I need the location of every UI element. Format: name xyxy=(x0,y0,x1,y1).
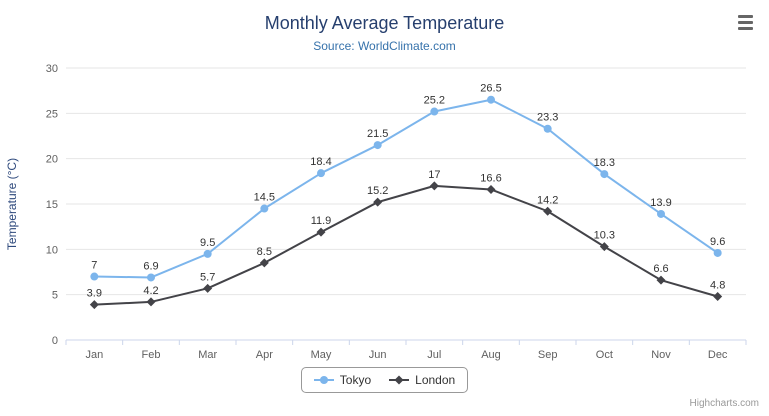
data-label: 4.2 xyxy=(143,285,158,297)
x-axis-label: Sep xyxy=(538,349,558,361)
x-axis-label: Dec xyxy=(708,349,728,361)
x-axis-label: Apr xyxy=(256,349,273,361)
x-axis-label: Oct xyxy=(596,349,613,361)
data-label: 26.5 xyxy=(480,83,501,95)
x-axis-label: Mar xyxy=(198,349,217,361)
data-point-london[interactable] xyxy=(713,291,723,301)
x-axis-label: May xyxy=(311,349,332,361)
y-axis-label: 5 xyxy=(52,290,58,302)
data-point-london[interactable] xyxy=(146,297,156,307)
data-label: 15.2 xyxy=(367,185,388,197)
chart-title: Monthly Average Temperature xyxy=(264,13,505,33)
data-point-tokyo[interactable] xyxy=(487,95,495,104)
hamburger-menu-icon[interactable] xyxy=(733,12,757,32)
data-point-tokyo[interactable] xyxy=(430,107,439,116)
legend-label: London xyxy=(415,373,456,387)
data-point-london[interactable] xyxy=(259,258,269,268)
data-point-tokyo[interactable] xyxy=(90,272,99,281)
data-label: 10.3 xyxy=(594,230,615,242)
x-axis-label: Nov xyxy=(651,349,671,361)
legend-item-tokyo[interactable]: Tokyo xyxy=(313,373,372,387)
y-axis-label: 25 xyxy=(46,108,58,120)
highcharts-credit[interactable]: Highcharts.com xyxy=(689,398,759,409)
circle-marker-icon xyxy=(313,376,334,384)
data-label: 11.9 xyxy=(311,215,332,227)
data-point-tokyo[interactable] xyxy=(713,248,722,257)
legend: Tokyo London xyxy=(0,367,769,393)
data-point-tokyo[interactable] xyxy=(600,170,609,179)
y-axis-label: 10 xyxy=(46,244,58,256)
legend-label: Tokyo xyxy=(339,373,372,387)
y-axis-title: Temperature (°C) xyxy=(5,158,19,250)
data-label: 7 xyxy=(91,260,97,272)
x-axis-label: Feb xyxy=(142,349,161,361)
x-axis-label: Jun xyxy=(369,349,387,361)
data-label: 8.5 xyxy=(257,246,272,258)
diamond-marker-icon xyxy=(389,375,410,385)
chart-subtitle: Source: WorldClimate.com xyxy=(313,39,456,53)
legend-box: Tokyo London xyxy=(300,367,469,393)
data-label: 25.2 xyxy=(424,95,445,107)
data-point-tokyo[interactable] xyxy=(260,204,269,213)
data-label: 21.5 xyxy=(367,128,388,140)
data-label: 23.3 xyxy=(537,112,558,124)
series-line-tokyo xyxy=(94,98,719,279)
data-point-london[interactable] xyxy=(599,242,609,252)
data-point-london[interactable] xyxy=(316,227,326,237)
data-label: 18.4 xyxy=(310,156,331,168)
data-label: 9.6 xyxy=(710,236,725,248)
data-point-tokyo[interactable] xyxy=(147,273,155,282)
data-label: 18.3 xyxy=(594,157,615,169)
data-point-london[interactable] xyxy=(486,184,496,194)
data-label: 13.9 xyxy=(650,197,671,209)
data-label: 3.9 xyxy=(87,288,102,300)
data-label: 6.9 xyxy=(143,260,158,272)
y-axis-label: 20 xyxy=(46,154,58,166)
data-point-tokyo[interactable] xyxy=(543,124,552,133)
data-point-london[interactable] xyxy=(373,197,383,207)
series-tokyo: 7 6.9 9.5 14.5 18.4 21.5 25.2 26.5 23.3 18.3 13.9 9… xyxy=(90,83,725,282)
data-label: 9.5 xyxy=(200,237,215,249)
data-point-london[interactable] xyxy=(203,283,213,293)
data-label: 14.2 xyxy=(537,194,558,206)
hamburger-line xyxy=(737,14,753,18)
data-point-tokyo[interactable] xyxy=(203,249,212,258)
x-axis-label: Jan xyxy=(85,349,103,361)
data-label: 5.7 xyxy=(200,271,215,283)
data-point-tokyo[interactable] xyxy=(317,169,325,178)
legend-item-london[interactable]: London xyxy=(389,373,455,387)
series-london: 3.9 4.2 5.7 8.5 11.9 15.2 17 16.6 14.2 10.3 6.6 4.8 xyxy=(87,169,725,310)
data-point-tokyo[interactable] xyxy=(657,209,665,218)
hamburger-line xyxy=(737,20,753,24)
y-axis-label: 0 xyxy=(52,335,58,347)
x-axis-label: Jul xyxy=(427,349,441,361)
data-point-london[interactable] xyxy=(89,300,99,310)
data-label: 6.6 xyxy=(653,263,668,275)
data-label: 17 xyxy=(428,169,440,181)
x-axis-label: Aug xyxy=(481,349,501,361)
hamburger-line xyxy=(737,26,753,30)
y-axis-label: 15 xyxy=(46,199,58,211)
plot-area: 0 5 10 15 20 25 30 Jan Feb Mar Apr May Jun Jul Aug Sep O… xyxy=(5,63,747,361)
data-point-london[interactable] xyxy=(429,181,439,191)
series-line-london xyxy=(94,184,718,306)
data-point-london[interactable] xyxy=(656,275,666,285)
data-point-tokyo[interactable] xyxy=(373,141,382,150)
y-axis-label: 30 xyxy=(46,63,58,75)
data-label: 16.6 xyxy=(480,172,501,184)
data-point-london[interactable] xyxy=(543,206,553,216)
data-label: 4.8 xyxy=(710,279,725,291)
data-label: 14.5 xyxy=(254,192,275,204)
